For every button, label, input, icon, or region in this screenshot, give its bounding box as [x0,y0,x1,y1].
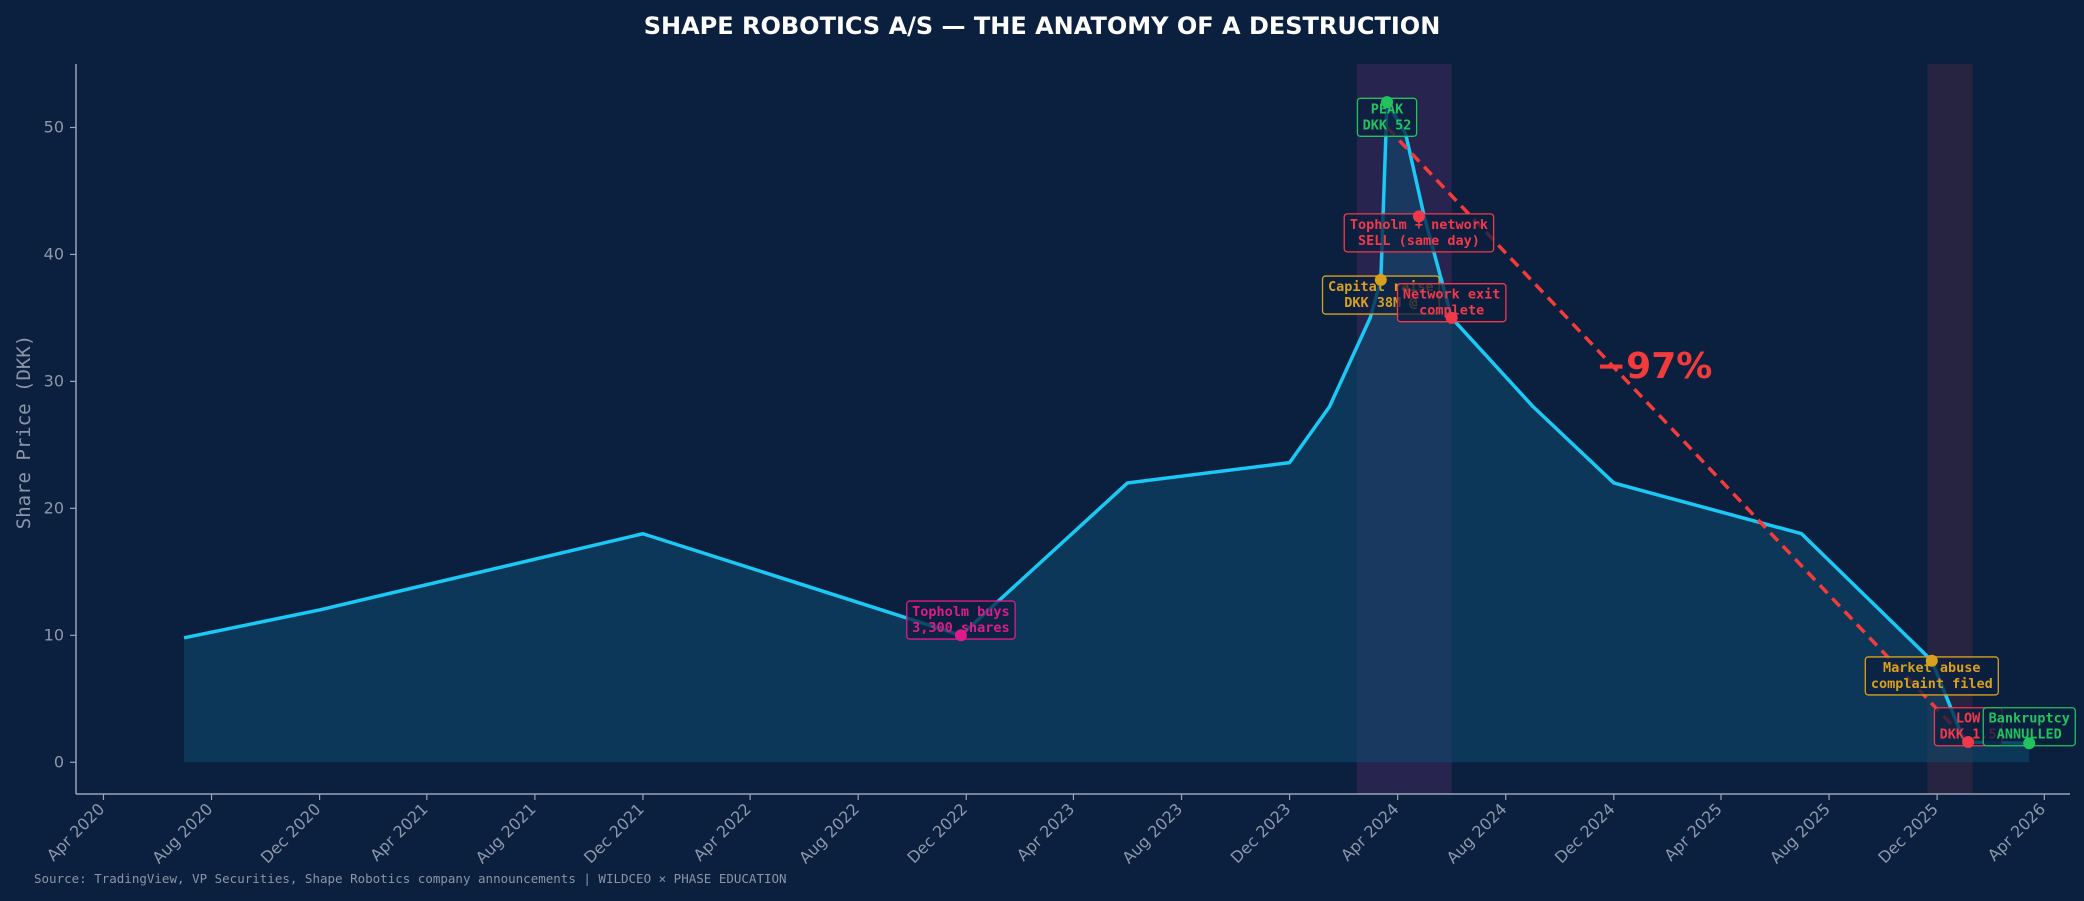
trend-layer: −97% [1385,126,1970,744]
x-tick-label: Dec 2021 [580,799,648,867]
annotation-text: DKK 52 [1363,117,1412,133]
x-tick-label: Aug 2020 [148,799,216,867]
area-fill [184,102,2030,763]
decline-trend-line [1385,126,1970,744]
decline-label: −97% [1596,346,1712,387]
annotation-text: complete [1419,303,1484,319]
x-tick-label: Apr 2020 [43,799,108,864]
x-tick-label: Apr 2021 [366,799,431,864]
y-tick-label: 30 [44,371,64,390]
annotation-marker [1381,96,1394,109]
chart-title: SHAPE ROBOTICS A/S — THE ANATOMY OF A DE… [644,12,1441,40]
annotation-text: 3,300 shares [912,620,1010,636]
x-tick-label: Dec 2022 [903,799,971,867]
x-tick-label: Apr 2022 [690,799,755,864]
annotation-text: Bankruptcy [1989,711,2070,727]
annotation-text: complaint filed [1871,676,1993,692]
annotation-text: SELL (same day) [1358,233,1480,249]
annotation-text: Network exit [1403,287,1501,303]
annotation-text: DKK 1.5 [1940,727,1997,743]
source-note: Source: TradingView, VP Securities, Shap… [34,871,787,886]
x-tick-label: Apr 2025 [1660,799,1725,864]
annotation-text: Market abuse [1883,660,1981,676]
annotation-text: Topholm buys [912,604,1010,620]
annotation-marker [1374,273,1387,286]
x-tick-label: Apr 2024 [1337,799,1402,864]
annotation-text: LOW [1956,711,1981,727]
annotation-text: PEAK [1371,101,1404,117]
y-tick-label: 10 [44,625,64,644]
x-tick-label: Aug 2024 [1443,799,1511,867]
y-tick-label: 50 [44,117,64,136]
annotation-text: ANNULLED [1997,727,2062,743]
x-tick-label: Dec 2020 [257,799,325,867]
annotation-marker [1925,654,1938,667]
annotation-marker [1962,735,1975,748]
y-axis-label: Share Price (DKK) [13,335,35,529]
x-tick-label: Apr 2026 [1984,799,2049,864]
x-tick-label: Aug 2022 [795,799,863,867]
x-tick-label: Dec 2023 [1227,799,1295,867]
y-tick-label: 0 [54,752,64,771]
annotation-marker [1445,311,1458,324]
y-tick-label: 20 [44,498,64,517]
annotation-marker [2023,737,2036,750]
x-tick-label: Dec 2024 [1551,799,1619,867]
y-tick-label: 40 [44,244,64,263]
area-fill-layer [184,102,2030,763]
x-tick-label: Aug 2023 [1118,799,1186,867]
x-tick-label: Aug 2021 [472,799,540,867]
annotation-marker [1412,210,1425,223]
annotation-text: Topholm + network [1350,217,1488,233]
x-tick-label: Aug 2025 [1766,799,1834,867]
x-tick-label: Apr 2023 [1013,799,1078,864]
annotation-marker [954,629,967,642]
x-tick-label: Dec 2025 [1874,799,1942,867]
